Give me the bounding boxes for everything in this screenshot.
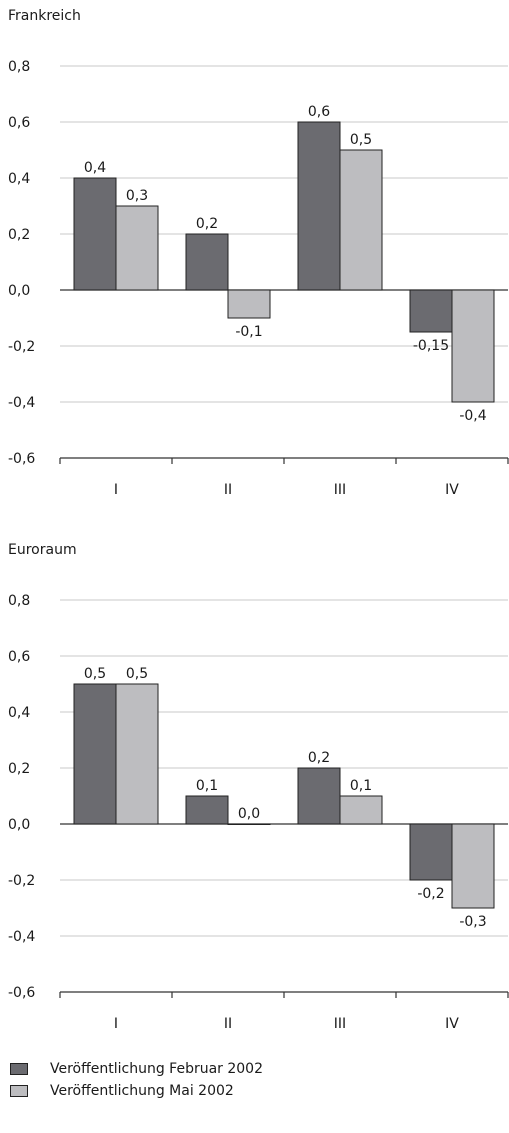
y-tick-label: -0,2 [8,339,35,355]
x-tick-label: IV [445,482,459,498]
y-tick-label: 0,6 [8,115,30,131]
x-tick-label: III [334,1016,346,1032]
bar-februar [409,289,453,333]
data-label: 0,1 [350,778,372,794]
chart-title-frankreich: Frankreich [8,8,81,24]
data-label: -0,1 [235,324,262,340]
y-tick-label: -0,6 [8,451,35,467]
y-tick-label: 0,8 [8,59,30,75]
bar-mai [451,289,495,403]
x-tick-label: III [334,482,346,498]
bar-mai [339,795,383,825]
data-label: 0,2 [308,750,330,766]
y-tick-label: 0,0 [8,283,30,299]
bar-februar [409,823,453,881]
y-tick-label: -0,2 [8,873,35,889]
y-tick-label: 0,2 [8,227,30,243]
data-label: 0,2 [196,216,218,232]
y-tick-label: 0,0 [8,817,30,833]
data-label: 0,5 [126,666,148,682]
bar-februar [73,683,117,825]
legend-item-februar: Veröffentlichung Februar 2002 [10,1058,263,1080]
data-label: 0,5 [84,666,106,682]
y-tick-label: -0,4 [8,395,35,411]
legend-swatch-februar [10,1063,28,1075]
x-tick-label: II [224,1016,232,1032]
y-tick-label: -0,4 [8,929,35,945]
x-tick-label: I [114,1016,118,1032]
y-tick-label: 0,4 [8,171,30,187]
x-tick-label: II [224,482,232,498]
bar-mai [339,149,383,291]
data-label: 0,4 [84,160,106,176]
bar-mai [227,823,271,825]
y-tick-label: 0,8 [8,593,30,609]
legend-label-februar: Veröffentlichung Februar 2002 [50,1061,264,1077]
bar-mai [451,823,495,909]
bar-mai [227,289,271,319]
chart-title-euroraum: Euroraum [8,542,77,558]
y-tick-label: 0,2 [8,761,30,777]
bar-mai [115,205,159,291]
data-label: -0,15 [413,338,449,354]
data-label: 0,3 [126,188,148,204]
y-tick-label: 0,4 [8,705,30,721]
chart-euroraum: 0,8 0,6 0,4 0,2 0,0 -0,2 -0,4 -0,6 0,5 0,5 I 0,1 0,0… [8,593,509,1032]
bar-februar [297,121,341,291]
bar-februar [73,177,117,291]
x-tick-label: IV [445,1016,459,1032]
data-label: -0,2 [417,886,444,902]
x-tick-label: I [114,482,118,498]
y-tick-label: 0,6 [8,649,30,665]
data-label: -0,3 [459,914,486,930]
bar-mai [115,683,159,825]
legend-item-mai: Veröffentlichung Mai 2002 [10,1080,263,1102]
legend-label-mai: Veröffentlichung Mai 2002 [50,1083,234,1099]
legend: Veröffentlichung Februar 2002 Veröffentl… [10,1058,263,1102]
data-label: 0,5 [350,132,372,148]
legend-swatch-mai [10,1085,28,1097]
bar-februar [297,767,341,825]
y-tick-label: -0,6 [8,985,35,1001]
data-label: 0,0 [238,806,260,822]
data-label: 0,6 [308,104,330,120]
data-label: -0,4 [459,408,486,424]
bar-februar [185,233,229,291]
data-label: 0,1 [196,778,218,794]
chart-frankreich: 0,8 0,6 0,4 0,2 0,0 -0,2 -0,4 -0,6 0,4 0,3 I 0,2 -0,… [8,59,509,498]
bar-februar [185,795,229,825]
